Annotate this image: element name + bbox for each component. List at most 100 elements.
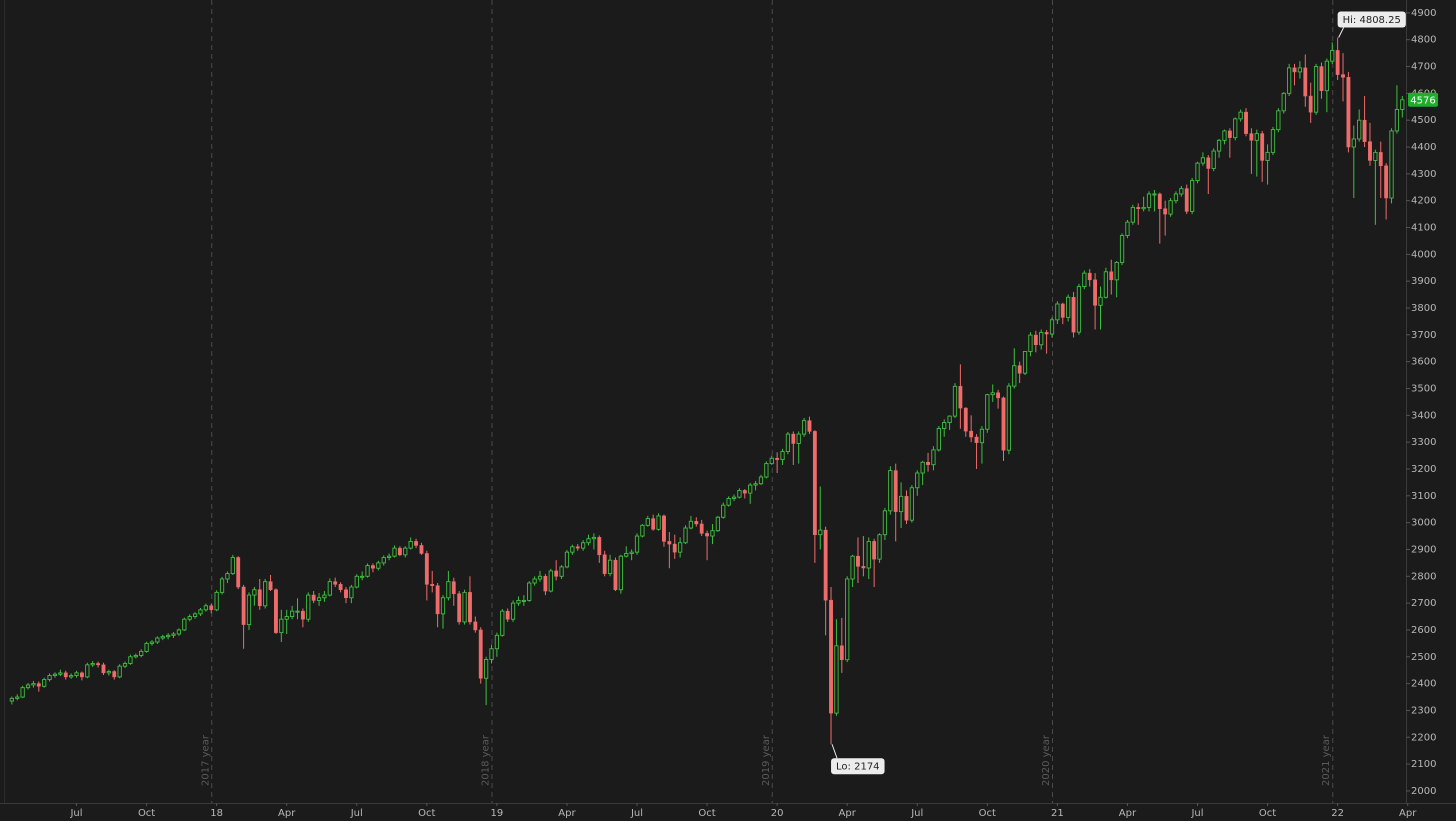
x-tick-label: 18 — [210, 808, 223, 819]
y-tick-label: 4500 — [1411, 115, 1436, 126]
y-tick-label: 3200 — [1411, 464, 1436, 475]
candle-body-up — [25, 684, 31, 689]
year-label: 2017 year — [200, 734, 211, 786]
candle-body-up — [1173, 193, 1179, 202]
candle-body-up — [489, 648, 494, 660]
candle-body-up — [710, 530, 715, 537]
candle-body-up — [1276, 110, 1281, 131]
year-label: 2018 year — [481, 734, 492, 786]
y-tick-label: 4000 — [1411, 249, 1436, 260]
candle-body-up — [909, 487, 914, 521]
candle-body-up — [327, 581, 332, 596]
annotation-label: Hi: 4808.25 — [1343, 15, 1401, 26]
candle-body-up — [155, 637, 160, 643]
candle-body-up — [1389, 130, 1394, 199]
candle-body-up — [521, 599, 526, 602]
candle-body-up — [192, 613, 198, 617]
candle-body-down — [839, 645, 844, 660]
candle-body-up — [1130, 206, 1135, 223]
candle-body-down — [705, 533, 710, 537]
candle-body-up — [780, 451, 785, 461]
candle-body-up — [1179, 188, 1184, 195]
candle-body-down — [274, 589, 278, 633]
candle-body-up — [586, 538, 591, 544]
candle-body-up — [564, 551, 570, 568]
candle-body-up — [1022, 351, 1028, 374]
candle-body-down — [457, 593, 462, 623]
candle-body-up — [106, 671, 111, 674]
candle-body-up — [850, 555, 855, 580]
x-tick-label: Oct — [698, 808, 715, 819]
x-tick-label: Apr — [1399, 808, 1417, 819]
candle-body-down — [1384, 165, 1389, 199]
candle-body-up — [1238, 111, 1243, 120]
candle-body-down — [112, 671, 117, 678]
candle-body-down — [1378, 152, 1383, 167]
candle-body-up — [1222, 130, 1227, 141]
candle-body-up — [715, 516, 720, 532]
candle-body-down — [1362, 119, 1367, 142]
candle-body-up — [1168, 200, 1173, 215]
candle-body-down — [1227, 130, 1232, 138]
candle-body-up — [198, 609, 203, 615]
y-tick-label: 3700 — [1411, 330, 1436, 341]
candle-body-up — [31, 683, 36, 686]
candle-body-down — [1060, 303, 1065, 318]
candle-body-up — [322, 594, 327, 599]
candle-body-up — [510, 602, 516, 620]
y-tick-label: 4700 — [1411, 62, 1436, 73]
candle-body-up — [252, 589, 257, 596]
candle-body-down — [1260, 133, 1265, 161]
x-tick-label: Apr — [558, 808, 576, 819]
candle-body-down — [575, 546, 580, 549]
candle-body-up — [758, 476, 764, 485]
candle-body-down — [963, 407, 968, 432]
candle-body-down — [651, 518, 656, 530]
candle-body-up — [731, 496, 737, 499]
candle-body-up — [122, 663, 128, 667]
candle-body-down — [1017, 365, 1022, 374]
candle-body-down — [667, 541, 672, 545]
candle-body-down — [1184, 188, 1189, 212]
candle-body-up — [117, 665, 122, 678]
candle-body-down — [861, 566, 866, 569]
y-tick-label: 4100 — [1411, 223, 1436, 234]
candle-body-up — [796, 433, 801, 444]
candle-body-up — [74, 672, 79, 677]
candle-body-down — [338, 584, 343, 590]
y-tick-label: 3800 — [1411, 303, 1436, 314]
candle-body-down — [424, 553, 429, 585]
candle-body-up — [985, 394, 990, 430]
candle-body-up — [42, 679, 47, 687]
candle-body-down — [414, 541, 418, 546]
candle-body-down — [1249, 133, 1254, 141]
x-tick-label: Oct — [138, 808, 155, 819]
candle-body-down — [101, 664, 106, 674]
candle-body-up — [1114, 261, 1119, 281]
y-tick-label: 4400 — [1411, 142, 1436, 153]
candle-body-up — [1394, 109, 1400, 132]
candle-body-down — [554, 570, 559, 577]
candle-body-down — [241, 586, 246, 625]
candle-body-up — [360, 575, 365, 578]
candle-body-up — [1082, 272, 1087, 287]
candle-body-down — [1157, 193, 1162, 209]
candle-body-up — [915, 472, 920, 489]
candle-body-up — [1195, 162, 1200, 182]
candle-body-up — [1012, 365, 1017, 387]
y-tick-label: 4800 — [1411, 35, 1436, 46]
candle-body-up — [1098, 296, 1103, 306]
candle-body-up — [1152, 193, 1157, 196]
candle-body-up — [645, 518, 650, 526]
candle-body-up — [1270, 129, 1276, 153]
y-tick-label: 2400 — [1411, 679, 1436, 690]
candle-body-up — [47, 675, 52, 681]
x-tick-label: Jul — [350, 808, 363, 819]
candle-body-up — [144, 642, 149, 652]
candle-body-up — [570, 546, 575, 553]
candle-body-down — [1093, 279, 1098, 306]
candle-body-down — [1071, 297, 1076, 333]
candle-body-up — [581, 542, 586, 549]
candle-body-up — [500, 610, 505, 636]
candle-body-up — [219, 578, 225, 593]
